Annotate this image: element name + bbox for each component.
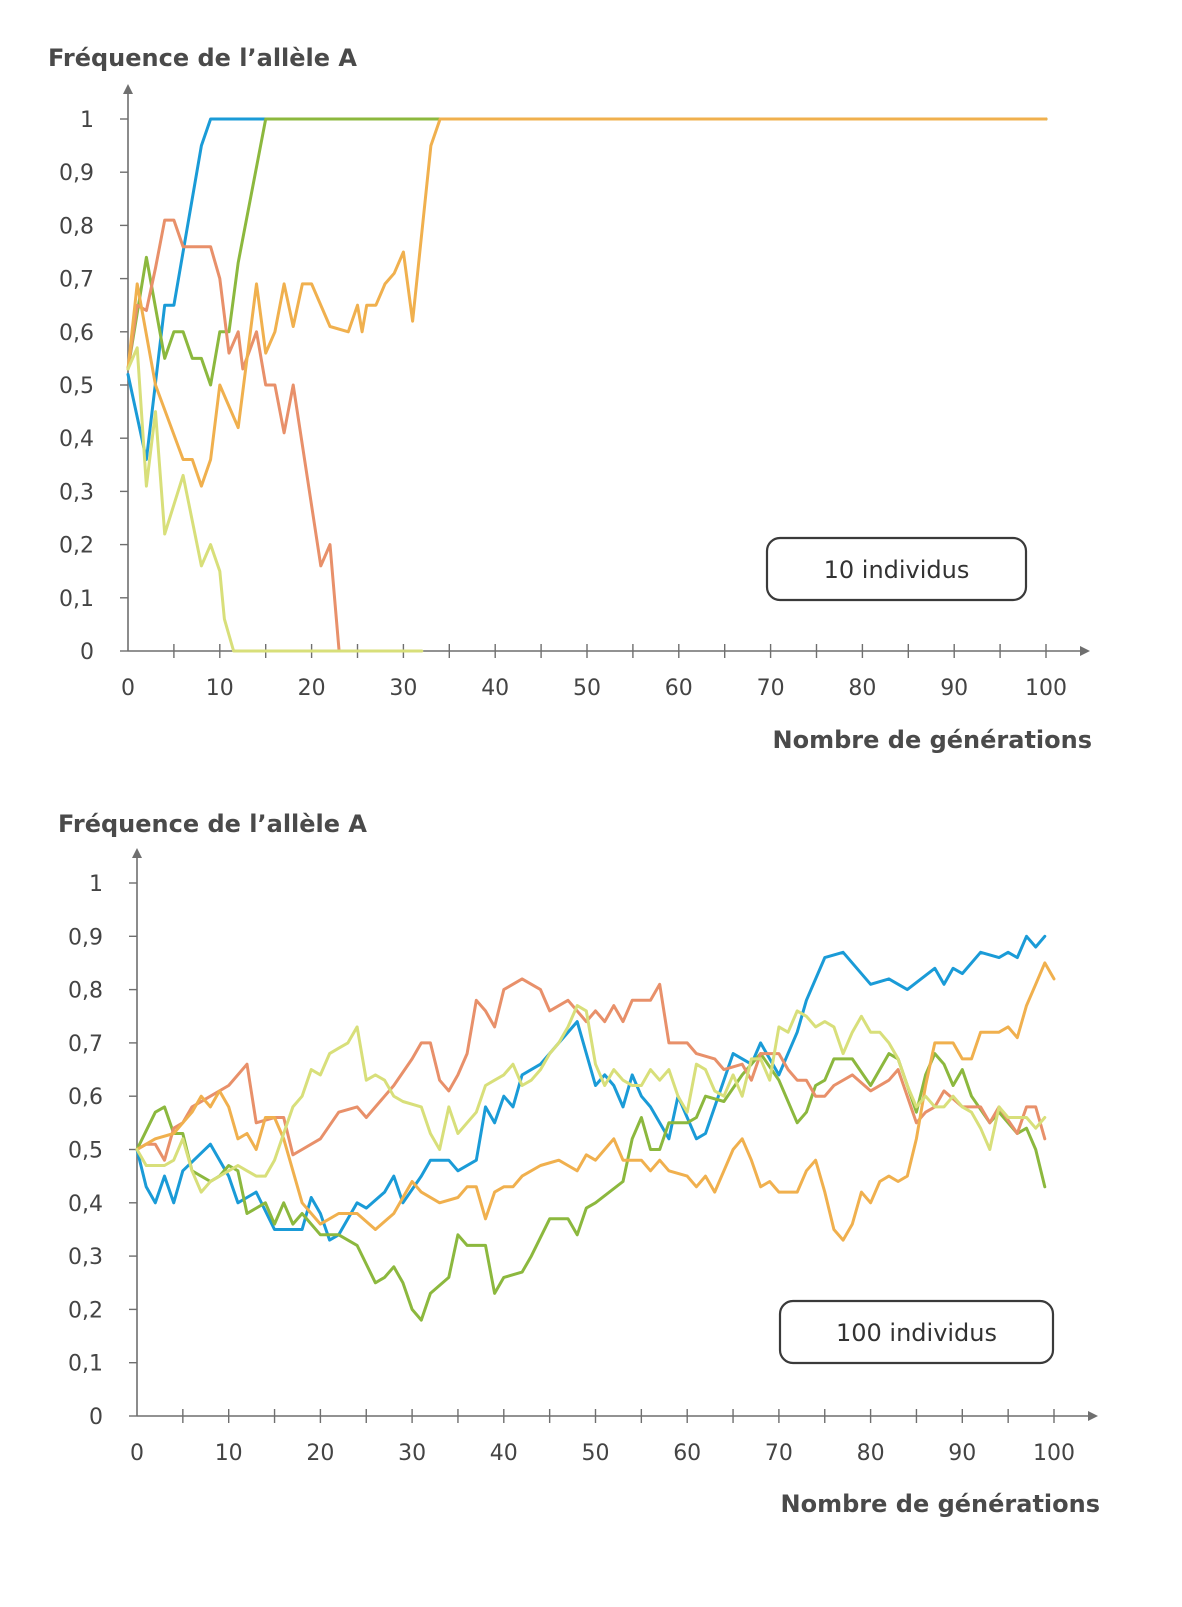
x-axis-arrow-icon bbox=[1088, 1411, 1098, 1421]
y-tick-label: 0 bbox=[89, 1405, 103, 1430]
population-size-box bbox=[778, 1299, 1055, 1365]
population-size-label: 10 individus bbox=[824, 556, 970, 584]
y-tick-label: 0,4 bbox=[59, 427, 94, 452]
x-tick-label: 30 bbox=[398, 1441, 426, 1466]
y-tick-label: 0,3 bbox=[68, 1245, 103, 1270]
x-tick-label: 80 bbox=[848, 676, 876, 701]
series-line-4 bbox=[135, 961, 1056, 1242]
x-tick-label: 30 bbox=[389, 676, 417, 701]
y-tick-label: 0 bbox=[80, 640, 94, 665]
x-tick-label: 0 bbox=[130, 1441, 144, 1466]
y-axis-title: Fréquence de l’allèle A bbox=[48, 44, 357, 72]
y-axis-arrow-icon bbox=[132, 848, 142, 858]
chart-10-individus: 00,10,20,30,40,50,60,70,80,910 10 20 30 40 50… bbox=[48, 44, 1092, 754]
series-line-5 bbox=[135, 1004, 1047, 1194]
x-tick-label: 40 bbox=[490, 1441, 518, 1466]
y-tick-label: 0,4 bbox=[68, 1192, 103, 1217]
series-line-3 bbox=[126, 218, 341, 653]
series-line-4 bbox=[126, 117, 1048, 488]
x-tick-label: 60 bbox=[673, 1441, 701, 1466]
series-line-1 bbox=[126, 117, 1048, 461]
y-tick-label: 0,9 bbox=[59, 161, 94, 186]
series-line-2 bbox=[135, 1052, 1047, 1322]
y-tick-label: 0,8 bbox=[68, 979, 103, 1004]
y-tick-label: 0,7 bbox=[59, 268, 94, 293]
y-tick-label: 0,9 bbox=[68, 925, 103, 950]
x-tick-label: 100 bbox=[1025, 676, 1067, 701]
y-tick-label: 0,2 bbox=[59, 534, 94, 559]
x-tick-label: 50 bbox=[573, 676, 601, 701]
y-tick-label: 1 bbox=[80, 108, 94, 133]
y-tick-label: 0,6 bbox=[68, 1085, 103, 1110]
x-tick-label: 70 bbox=[765, 1441, 793, 1466]
y-tick-label: 0,8 bbox=[59, 214, 94, 239]
y-tick-label: 0,5 bbox=[59, 374, 94, 399]
y-axis-arrow-icon bbox=[123, 84, 133, 94]
y-tick-label: 0,1 bbox=[68, 1352, 103, 1377]
x-tick-label: 60 bbox=[665, 676, 693, 701]
x-axis-arrow-icon bbox=[1080, 646, 1090, 656]
y-tick-label: 1 bbox=[89, 872, 103, 897]
y-tick-label: 0,6 bbox=[59, 321, 94, 346]
population-size-label: 100 individus bbox=[836, 1319, 997, 1347]
y-tick-label: 0,5 bbox=[68, 1139, 103, 1164]
x-tick-label: 80 bbox=[857, 1441, 885, 1466]
x-tick-label: 90 bbox=[940, 676, 968, 701]
y-tick-label: 0,1 bbox=[59, 587, 94, 612]
population-size-box bbox=[765, 536, 1028, 602]
x-tick-label: 50 bbox=[582, 1441, 610, 1466]
x-tick-label: 40 bbox=[481, 676, 509, 701]
x-tick-label: 10 bbox=[215, 1441, 243, 1466]
y-tick-label: 0,3 bbox=[59, 480, 94, 505]
x-axis-title: Nombre de générations bbox=[781, 1490, 1100, 1518]
x-tick-label: 10 bbox=[206, 676, 234, 701]
x-axis-title: Nombre de générations bbox=[773, 726, 1092, 754]
y-tick-label: 0,7 bbox=[68, 1032, 103, 1057]
series-line-5 bbox=[126, 346, 424, 653]
x-tick-label: 100 bbox=[1033, 1441, 1075, 1466]
series-line-3 bbox=[135, 977, 1047, 1162]
chart-100-individus: 00,10,20,30,40,50,60,70,80,910 10 20 30 40 50… bbox=[58, 810, 1100, 1518]
x-tick-label: 20 bbox=[306, 1441, 334, 1466]
x-tick-label: 70 bbox=[757, 676, 785, 701]
x-tick-label: 90 bbox=[948, 1441, 976, 1466]
x-tick-label: 0 bbox=[121, 676, 135, 701]
x-tick-label: 20 bbox=[298, 676, 326, 701]
y-axis-title: Fréquence de l’allèle A bbox=[58, 810, 367, 838]
series-line-2 bbox=[126, 117, 1048, 387]
y-tick-label: 0,2 bbox=[68, 1298, 103, 1323]
